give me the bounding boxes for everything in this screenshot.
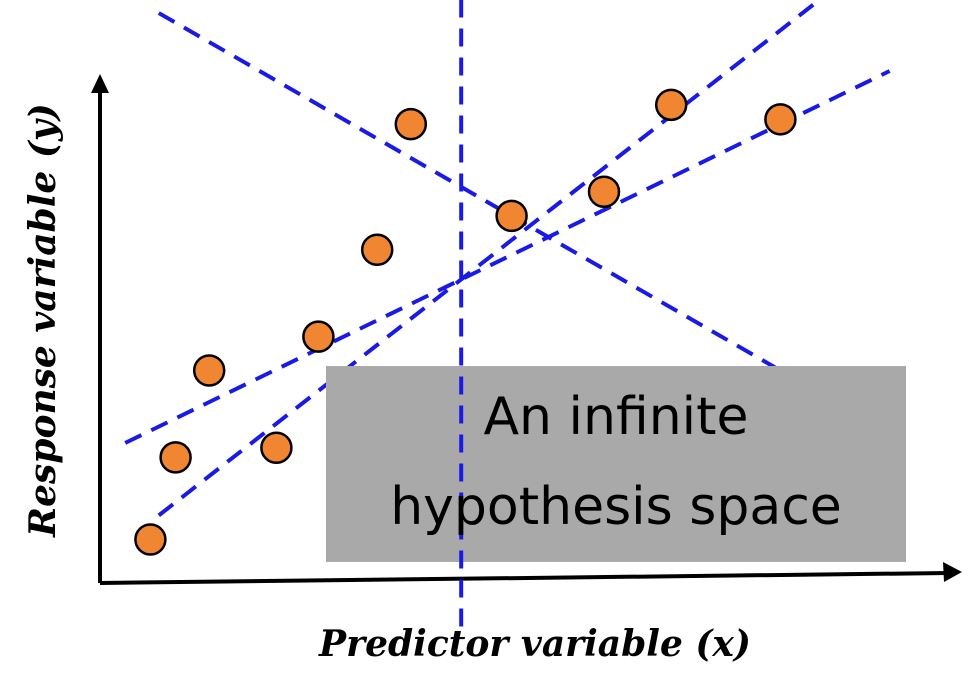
data-point-6: [360, 233, 394, 266]
annotation-box: [326, 366, 906, 562]
data-point-10: [654, 88, 688, 122]
x-axis-arrowhead: [943, 562, 962, 582]
data-point-11: [764, 103, 797, 136]
data-point-3: [192, 354, 226, 387]
hypothesis-line-2: [124, 69, 891, 445]
data-point-9: [587, 175, 621, 209]
data-point-1: [134, 523, 167, 556]
x-axis-label: Predictor variable (x): [318, 623, 751, 665]
data-point-8: [495, 199, 528, 233]
annotation-line-2: hypothesis space: [390, 477, 842, 537]
data-point-7: [394, 107, 428, 141]
annotation-line-1: An infinite: [483, 387, 748, 447]
x-axis-line: [99, 571, 949, 585]
data-points-layer: [134, 88, 797, 556]
data-point-5: [302, 320, 335, 353]
data-point-4: [260, 431, 293, 465]
hypothesis-line-1: [157, 0, 823, 517]
y-axis-arrowhead: [91, 74, 109, 93]
y-axis-label: Response variable (y): [22, 103, 64, 538]
data-point-2: [159, 441, 192, 474]
axes-layer: [91, 74, 962, 585]
